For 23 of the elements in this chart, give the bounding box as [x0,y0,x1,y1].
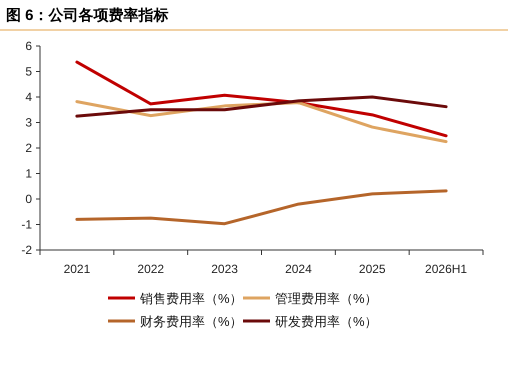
y-tick-label: 1 [25,166,32,180]
y-tick-label: 0 [25,192,32,206]
x-tick-label: 2024 [285,262,312,276]
y-tick-label: 5 [25,64,32,78]
x-tick-label: 2022 [137,262,164,276]
x-tick-label: 2025 [358,262,386,276]
x-tick-label: 2021 [64,262,91,276]
legend-label: 研发费用率（%） [275,314,378,329]
x-tick-label: 2026H1 [425,262,468,276]
y-tick-label: -1 [21,218,32,232]
legend-label: 销售费用率（%） [139,291,243,306]
y-tick-label: 6 [25,39,32,53]
line-series [75,96,448,118]
y-tick-label: 3 [25,116,32,130]
y-tick-label: 4 [25,90,32,104]
chart-title: 图 6：公司各项费率指标 [6,6,169,24]
x-tick-label: 2023 [211,262,238,276]
line-series [75,189,448,226]
y-tick-label: 2 [25,141,32,155]
legend-label: 财务费用率（%） [140,314,243,329]
line-series [75,60,448,138]
y-tick-label: -2 [21,243,32,257]
legend-label: 管理费用率（%） [275,291,378,306]
